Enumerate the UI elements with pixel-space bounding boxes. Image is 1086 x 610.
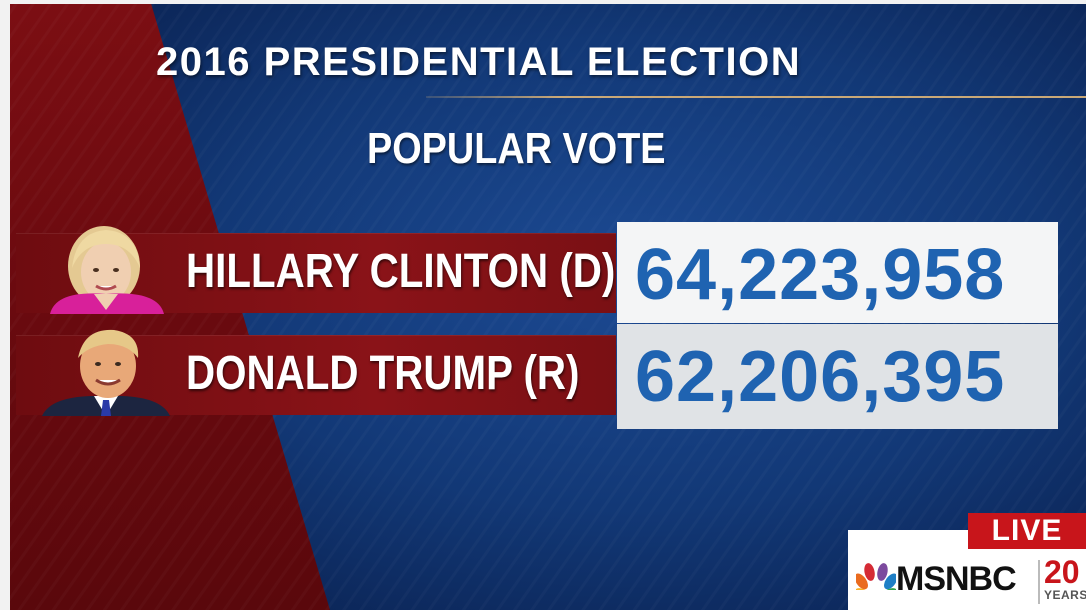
candidate-name: DONALD TRUMP (R): [186, 347, 580, 400]
anniversary-number: 20: [1044, 554, 1080, 590]
vote-count-box: 62,206,395: [617, 324, 1058, 429]
anniversary-label: YEARS: [1044, 588, 1086, 602]
vote-count-box: 64,223,958: [617, 222, 1058, 323]
logo-divider: [1038, 560, 1040, 604]
candidate-portrait-clinton-icon: [32, 222, 182, 314]
network-logo-box: MSNBC 20 YEARS: [848, 530, 1086, 610]
candidate-row: HILLARY CLINTON (D) 64,223,958: [16, 222, 1058, 324]
graphic-title: 2016 PRESIDENTIAL ELECTION: [156, 40, 802, 84]
candidate-portrait-trump-icon: [32, 324, 182, 416]
network-name: MSNBC: [896, 560, 1017, 598]
live-badge: LIVE: [968, 513, 1086, 549]
title-divider: [426, 96, 1086, 98]
candidate-row: DONALD TRUMP (R) 62,206,395: [16, 324, 1058, 429]
graphic-subtitle: POPULAR VOTE: [367, 124, 666, 173]
vote-count: 64,223,958: [635, 235, 1006, 315]
peacock-icon: [856, 563, 896, 590]
vote-count: 62,206,395: [635, 337, 1006, 417]
candidate-name: HILLARY CLINTON (D): [186, 245, 616, 298]
